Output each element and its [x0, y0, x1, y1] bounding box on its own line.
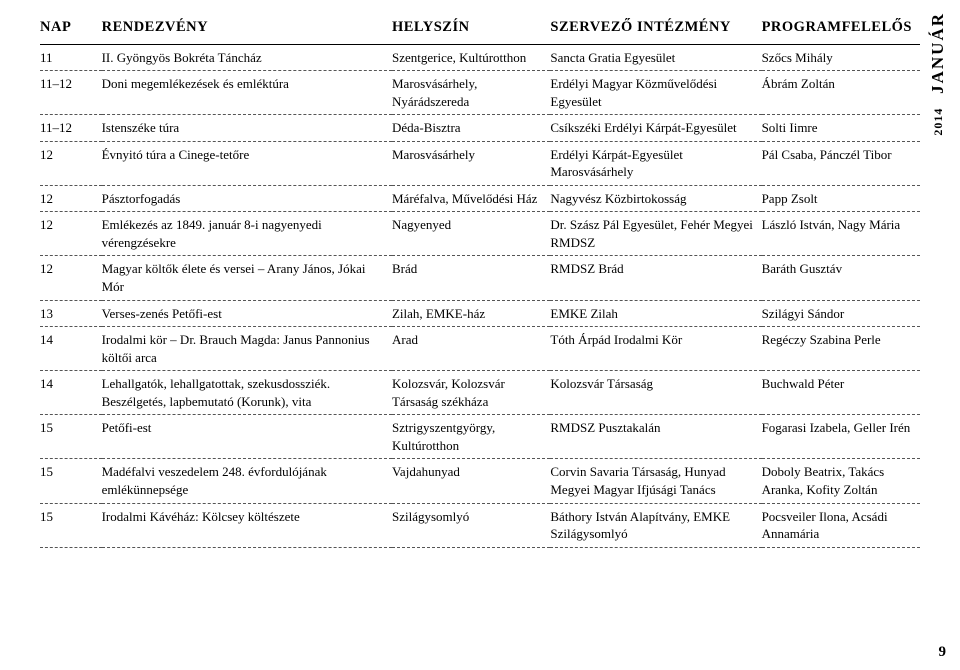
table-cell: 14: [40, 371, 102, 415]
table-row: 11–12Doni megemlékezések és emléktúraMar…: [40, 71, 920, 115]
table-cell: Doni megemlékezések és emléktúra: [102, 71, 392, 115]
table-row: 13Verses-zenés Petőfi-estZilah, EMKE-ház…: [40, 300, 920, 327]
table-row: 15Madéfalvi veszedelem 248. évfordulóján…: [40, 459, 920, 503]
table-cell: Petőfi-est: [102, 415, 392, 459]
table-cell: 12: [40, 256, 102, 300]
table-cell: Nagyvész Közbirtokosság: [550, 185, 761, 212]
table-cell: Kolozsvár Társaság: [550, 371, 761, 415]
table-cell: Irodalmi Kávéház: Kölcsey költészete: [102, 503, 392, 547]
table-cell: RMDSZ Pusztakalán: [550, 415, 761, 459]
page-number: 9: [939, 642, 947, 662]
table-cell: Irodalmi kör – Dr. Brauch Magda: Janus P…: [102, 327, 392, 371]
table-cell: Tóth Árpád Irodalmi Kör: [550, 327, 761, 371]
table-cell: Brád: [392, 256, 550, 300]
table-row: 15Petőfi-estSztrigyszentgyörgy, Kultúrot…: [40, 415, 920, 459]
table-cell: Baráth Gusztáv: [762, 256, 920, 300]
table-cell: Déda-Bisztra: [392, 115, 550, 142]
th-helyszin: HELYSZÍN: [392, 18, 550, 44]
table-cell: Pocsveiler Ilona, Acsádi Annamária: [762, 503, 920, 547]
table-cell: Kolozsvár, Kolozsvár Társaság székháza: [392, 371, 550, 415]
table-cell: Pásztorfogadás: [102, 185, 392, 212]
table-row: 14Lehallgatók, lehallgatottak, szekusdos…: [40, 371, 920, 415]
table-cell: RMDSZ Brád: [550, 256, 761, 300]
table-cell: Lehallgatók, lehallgatottak, szekusdossz…: [102, 371, 392, 415]
table-cell: Báthory István Alapítvány, EMKE Szilágys…: [550, 503, 761, 547]
table-cell: 12: [40, 212, 102, 256]
th-szervezo: SZERVEZŐ INTÉZMÉNY: [550, 18, 761, 44]
table-cell: Marosvásárhely, Nyárádszereda: [392, 71, 550, 115]
table-cell: Verses-zenés Petőfi-est: [102, 300, 392, 327]
table-cell: Fogarasi Izabela, Geller Irén: [762, 415, 920, 459]
th-nap: NAP: [40, 18, 102, 44]
table-body: 11II. Gyöngyös Bokréta TáncházSzentgeric…: [40, 44, 920, 547]
table-row: 15Irodalmi Kávéház: Kölcsey költészeteSz…: [40, 503, 920, 547]
table-cell: Szilágyi Sándor: [762, 300, 920, 327]
table-cell: Szilágysomlyó: [392, 503, 550, 547]
table-cell: Buchwald Péter: [762, 371, 920, 415]
table-cell: Szőcs Mihály: [762, 44, 920, 71]
table-cell: 13: [40, 300, 102, 327]
table-cell: Magyar költők élete és versei – Arany Já…: [102, 256, 392, 300]
th-rendezveny: RENDEZVÉNY: [102, 18, 392, 44]
table-cell: 11–12: [40, 115, 102, 142]
table-cell: 15: [40, 503, 102, 547]
table-row: 12Magyar költők élete és versei – Arany …: [40, 256, 920, 300]
table-cell: 12: [40, 185, 102, 212]
table-row: 12Emlékezés az 1849. január 8-i nagyenye…: [40, 212, 920, 256]
table-row: 12Évnyitó túra a Cinege-tetőreMarosvásár…: [40, 141, 920, 185]
th-programfelelos: PROGRAMFELELŐS: [762, 18, 920, 44]
table-cell: 15: [40, 415, 102, 459]
table-cell: Corvin Savaria Társaság, Hunyad Megyei M…: [550, 459, 761, 503]
table-cell: Máréfalva, Művelő­dési Ház: [392, 185, 550, 212]
events-table: NAP RENDEZVÉNY HELYSZÍN SZERVEZŐ INTÉZMÉ…: [40, 18, 920, 548]
table-row: 11II. Gyöngyös Bokréta TáncházSzentgeric…: [40, 44, 920, 71]
table-row: 11–12Istenszéke túraDéda-BisztraCsíkszék…: [40, 115, 920, 142]
table-cell: 12: [40, 141, 102, 185]
table-cell: Emlékezés az 1849. január 8-i nagyenyedi…: [102, 212, 392, 256]
table-cell: Arad: [392, 327, 550, 371]
table-cell: Papp Zsolt: [762, 185, 920, 212]
table-cell: Évnyitó túra a Cinege-tetőre: [102, 141, 392, 185]
table-cell: 11: [40, 44, 102, 71]
table-cell: László István, Nagy Mária: [762, 212, 920, 256]
table-cell: Erdélyi Kárpát-Egyesület Marosvásárhely: [550, 141, 761, 185]
table-cell: Ábrám Zoltán: [762, 71, 920, 115]
table-cell: 11–12: [40, 71, 102, 115]
table-cell: Istenszéke túra: [102, 115, 392, 142]
table-cell: Zilah, EMKE-ház: [392, 300, 550, 327]
table-cell: Marosvásárhely: [392, 141, 550, 185]
table-cell: Nagyenyed: [392, 212, 550, 256]
table-head: NAP RENDEZVÉNY HELYSZÍN SZERVEZŐ INTÉZMÉ…: [40, 18, 920, 44]
table-row: 14Irodalmi kör – Dr. Brauch Magda: Janus…: [40, 327, 920, 371]
side-year: 2014: [931, 108, 945, 136]
table-cell: Pál Csaba, Pánczél Tibor: [762, 141, 920, 185]
table-cell: EMKE Zilah: [550, 300, 761, 327]
table-cell: Vajdahunyad: [392, 459, 550, 503]
table-cell: Regéczy Szabina Perle: [762, 327, 920, 371]
table-cell: Madéfalvi veszedelem 248. évfordulójának…: [102, 459, 392, 503]
table-row: 12PásztorfogadásMáréfalva, Művelő­dési H…: [40, 185, 920, 212]
table-cell: Dr. Szász Pál Egyesület, Fehér Megyei RM…: [550, 212, 761, 256]
table-cell: II. Gyöngyös Bokréta Táncház: [102, 44, 392, 71]
table-cell: Csíkszéki Erdélyi Kárpát-Egyesület: [550, 115, 761, 142]
side-month: JANUÁR: [928, 12, 947, 94]
table-cell: Erdélyi Magyar Közművelődési Egyesület: [550, 71, 761, 115]
table-cell: Sancta Gratia Egyesület: [550, 44, 761, 71]
side-label: 2014 JANUÁR: [927, 12, 950, 136]
table-cell: Sztrigyszentgyörgy, Kultúrotthon: [392, 415, 550, 459]
page-container: 2014 JANUÁR NAP RENDEZVÉNY HELYSZÍN SZER…: [0, 0, 960, 670]
table-cell: Solti Iimre: [762, 115, 920, 142]
table-cell: 14: [40, 327, 102, 371]
table-cell: Doboly Beatrix, Takács Aranka, Kofity Zo…: [762, 459, 920, 503]
table-cell: Szentgerice, Kultúrotthon: [392, 44, 550, 71]
table-cell: 15: [40, 459, 102, 503]
